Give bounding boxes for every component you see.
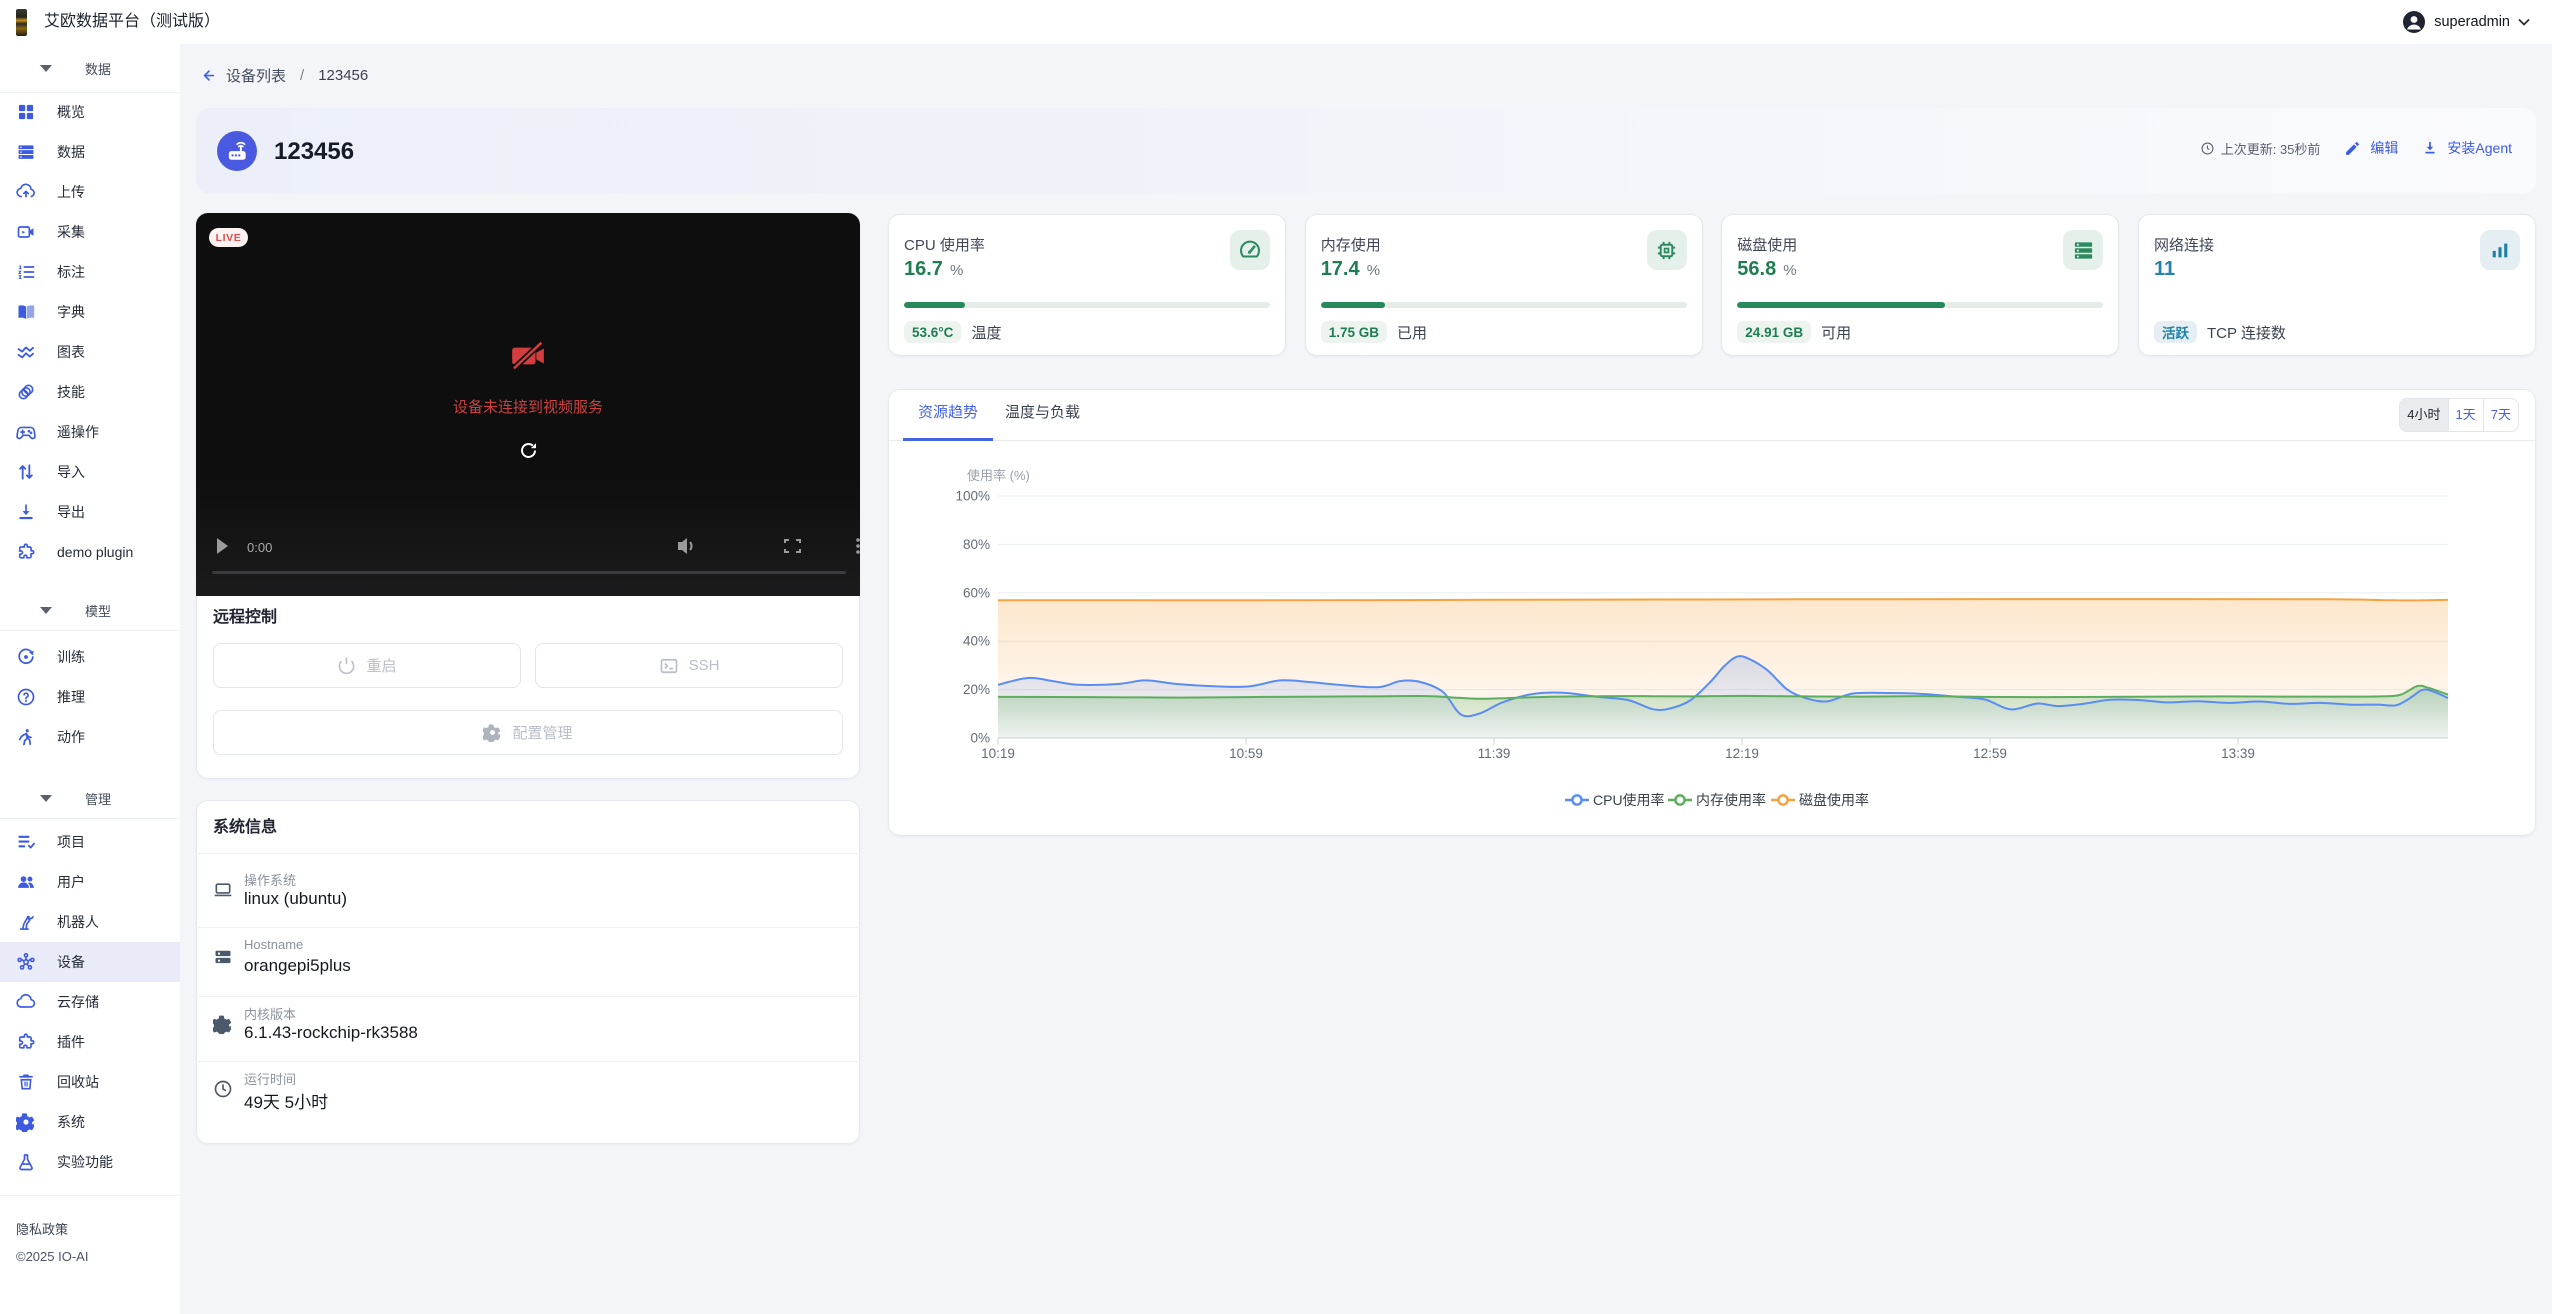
svg-text:内存使用率: 内存使用率: [1696, 792, 1766, 808]
svg-text:10:19: 10:19: [981, 746, 1015, 761]
svg-text:20%: 20%: [963, 682, 990, 697]
svg-text:0:00: 0:00: [247, 540, 272, 555]
svg-text:磁盘使用率: 磁盘使用率: [1799, 792, 1869, 808]
svg-text:60%: 60%: [963, 585, 990, 600]
svg-text:12:19: 12:19: [1725, 746, 1759, 761]
svg-text:10:59: 10:59: [1229, 746, 1263, 761]
svg-text:0%: 0%: [970, 731, 990, 746]
svg-text:40%: 40%: [963, 634, 990, 649]
svg-text:12:59: 12:59: [1973, 746, 2007, 761]
svg-text:11:39: 11:39: [1478, 746, 1511, 761]
svg-text:CPU使用率: CPU使用率: [1593, 792, 1665, 808]
svg-text:13:39: 13:39: [2221, 746, 2255, 761]
svg-text:使用率 (%): 使用率 (%): [967, 468, 1030, 483]
svg-text:100%: 100%: [955, 489, 990, 504]
svg-text:80%: 80%: [963, 537, 990, 552]
